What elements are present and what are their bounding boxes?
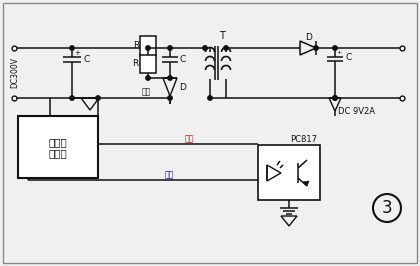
Text: +: + <box>74 50 80 56</box>
Circle shape <box>208 96 212 100</box>
Text: +: + <box>336 51 341 56</box>
Text: 3: 3 <box>382 199 392 217</box>
Bar <box>140 55 156 73</box>
Text: R: R <box>132 60 138 69</box>
Circle shape <box>333 96 337 100</box>
Text: www.elecfans.com: www.elecfans.com <box>324 241 386 247</box>
Circle shape <box>333 46 337 50</box>
Text: C: C <box>83 55 89 64</box>
Bar <box>140 36 156 56</box>
Circle shape <box>333 96 337 100</box>
Bar <box>18 116 98 178</box>
Text: 红线: 红线 <box>185 134 194 143</box>
Circle shape <box>146 76 150 80</box>
Circle shape <box>168 96 172 100</box>
Text: C: C <box>345 53 351 63</box>
Circle shape <box>70 96 74 100</box>
Text: R: R <box>133 41 139 51</box>
Text: D: D <box>179 82 186 92</box>
Text: 源模块: 源模块 <box>49 148 67 158</box>
Text: C: C <box>180 55 186 64</box>
Text: 电子发烧友: 电子发烧友 <box>344 229 367 238</box>
Circle shape <box>314 46 318 50</box>
Text: 开关电: 开关电 <box>49 137 67 147</box>
Text: 蓝线: 蓝线 <box>165 171 174 180</box>
Text: www.makezine.cn: www.makezine.cn <box>119 124 231 138</box>
Circle shape <box>70 46 74 50</box>
Text: D: D <box>305 32 312 41</box>
Circle shape <box>168 46 172 50</box>
Circle shape <box>168 76 172 80</box>
Text: DC 9V2A: DC 9V2A <box>338 107 375 117</box>
Text: T: T <box>219 31 225 41</box>
Circle shape <box>146 46 150 50</box>
Polygon shape <box>303 181 309 186</box>
Bar <box>258 145 320 200</box>
Text: 电子制作天地: 电子制作天地 <box>125 94 225 122</box>
Circle shape <box>224 46 228 50</box>
Text: PC817: PC817 <box>290 135 317 144</box>
Text: DC300V: DC300V <box>10 57 19 89</box>
Circle shape <box>203 46 207 50</box>
Text: 黑线: 黑线 <box>142 88 151 97</box>
Circle shape <box>96 96 100 100</box>
